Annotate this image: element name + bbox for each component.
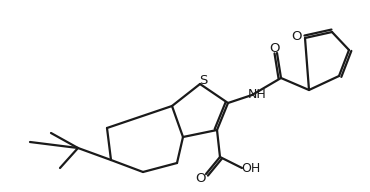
Text: OH: OH bbox=[241, 161, 260, 175]
Text: NH: NH bbox=[248, 88, 266, 100]
Text: O: O bbox=[195, 172, 205, 185]
Text: O: O bbox=[292, 30, 302, 42]
Text: S: S bbox=[199, 74, 207, 87]
Text: O: O bbox=[269, 41, 279, 55]
